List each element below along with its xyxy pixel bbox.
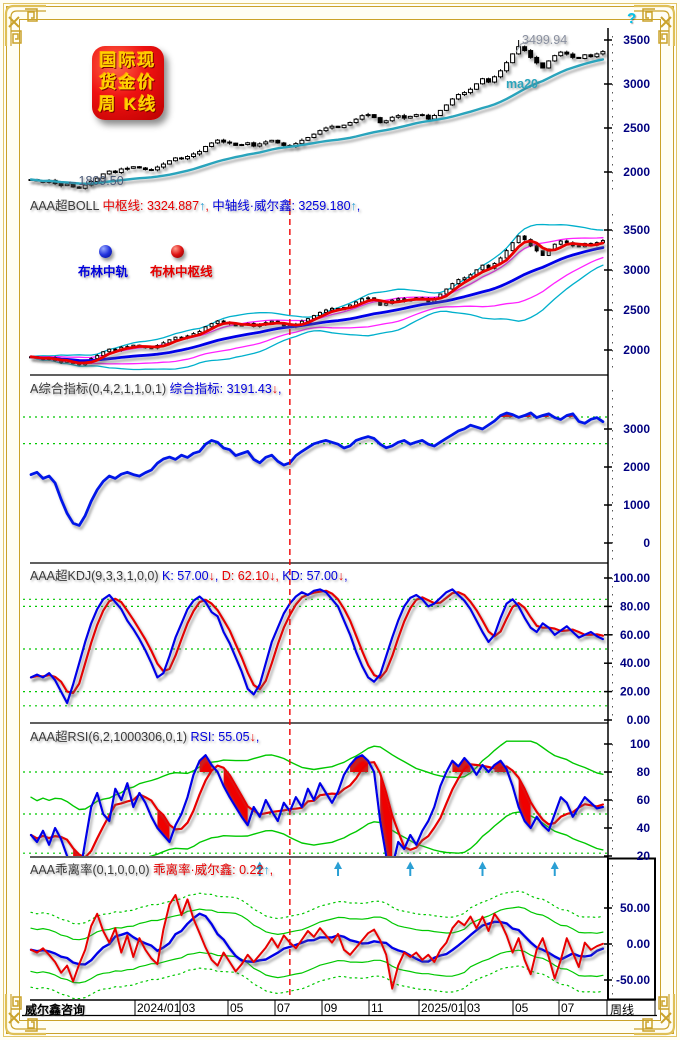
frame-corner-ornament <box>634 4 676 46</box>
logo-line: 货金价 <box>99 73 157 92</box>
bottom-axis-tick: 09 <box>324 1001 338 1015</box>
bottom-axis-tick: 03 <box>467 1001 481 1015</box>
svg-text:2000: 2000 <box>623 165 650 179</box>
legend-ball-mid <box>99 245 112 258</box>
svg-text:20: 20 <box>637 849 651 863</box>
logo-line: 周 K线 <box>98 95 158 114</box>
composite-header: A综合指标(0,4,2,1,1,0,1) 综合指标: 3191.43↓, <box>30 382 282 396</box>
svg-text:0.00: 0.00 <box>627 937 651 951</box>
logo-line: 国际现 <box>99 51 157 70</box>
svg-text:1000: 1000 <box>623 498 650 512</box>
help-icon[interactable]: ? <box>627 10 637 27</box>
bias-header: AAA乖离率(0,1,0,0,0) 乖离率·威尔鑫: 0.22↑, <box>30 863 274 877</box>
svg-text:0.00: 0.00 <box>627 713 651 727</box>
frame-corner-ornament <box>4 4 46 46</box>
svg-text:100.00: 100.00 <box>613 571 650 585</box>
legend-label-mid: 布林中轨 <box>78 265 129 279</box>
svg-text:2500: 2500 <box>623 303 650 317</box>
price-peak-label: 3499.94 <box>522 33 568 47</box>
svg-text:50.00: 50.00 <box>620 901 650 915</box>
kdj-header: AAA超KDJ(9,3,3,1,0,0) K: 57.00↓, D: 62.10… <box>30 569 348 583</box>
svg-text:0: 0 <box>643 536 650 550</box>
bottom-axis-tick: 05 <box>230 1001 244 1015</box>
svg-text:20.00: 20.00 <box>620 685 650 699</box>
bottom-axis-tick: 07 <box>561 1001 575 1015</box>
svg-text:60: 60 <box>637 793 651 807</box>
frame-corner-ornament <box>634 994 676 1036</box>
svg-text:3500: 3500 <box>623 223 650 237</box>
svg-text:80.00: 80.00 <box>620 599 650 613</box>
rsi-header: AAA超RSI(6,2,1000306,0,1) RSI: 55.05↓, <box>30 730 260 744</box>
svg-text:60.00: 60.00 <box>620 628 650 642</box>
bottom-axis-tick: 07 <box>277 1001 291 1015</box>
bottom-axis-tick: 11 <box>371 1001 384 1015</box>
frame-corner-ornament <box>4 994 46 1036</box>
svg-text:40.00: 40.00 <box>620 656 650 670</box>
price-low-label: ←1809.50 <box>66 174 124 188</box>
ma20-label: ma20 <box>506 77 538 91</box>
svg-text:3000: 3000 <box>623 77 650 91</box>
svg-text:3000: 3000 <box>623 422 650 436</box>
svg-text:2500: 2500 <box>623 121 650 135</box>
svg-text:40: 40 <box>637 821 651 835</box>
svg-text:2000: 2000 <box>623 460 650 474</box>
svg-text:-50.00: -50.00 <box>616 973 650 987</box>
bottom-axis-tick: 05 <box>515 1001 529 1015</box>
legend-ball-pivot <box>171 245 184 258</box>
bottom-axis-tick: 03 <box>182 1001 196 1015</box>
svg-text:2000: 2000 <box>623 343 650 357</box>
svg-text:80: 80 <box>637 765 651 779</box>
boll-header: AAA超BOLL 中枢线: 3324.887↑, 中轴线·威尔鑫: 3259.1… <box>30 199 361 213</box>
bottom-axis-period: 周线 <box>610 1003 635 1017</box>
svg-text:100: 100 <box>630 737 650 751</box>
app-logo: 国际现 货金价 周 K线 <box>92 46 164 120</box>
bottom-axis-tick: 2025/01 <box>421 1001 465 1015</box>
svg-text:3000: 3000 <box>623 263 650 277</box>
legend-label-pivot: 布林中枢线 <box>150 265 213 279</box>
bottom-axis-tick: 2024/01 <box>137 1001 181 1015</box>
